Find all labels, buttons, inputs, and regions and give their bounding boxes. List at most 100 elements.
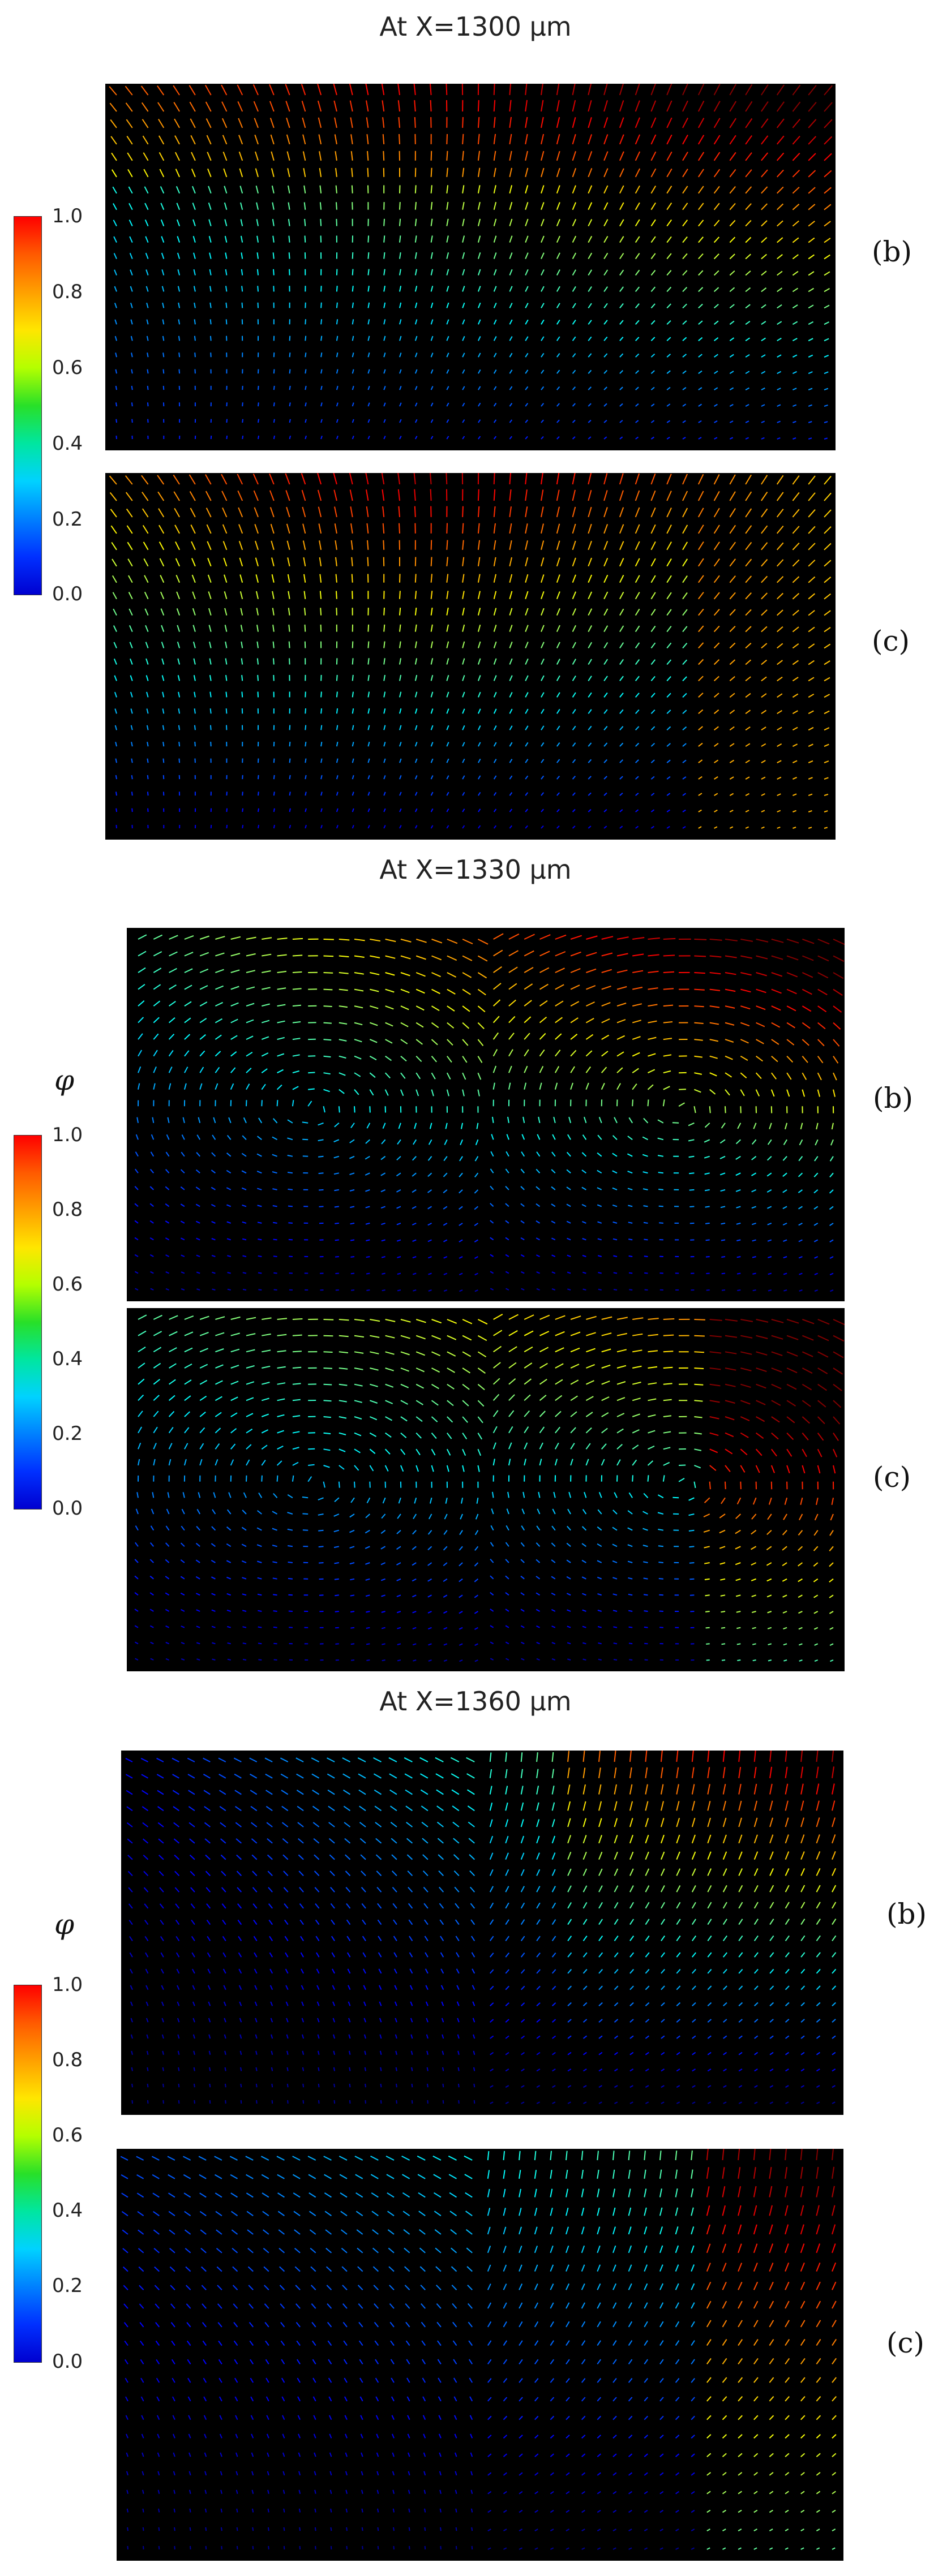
vector-arrow [520,1852,525,1860]
vector-arrow [287,1512,293,1515]
vector-arrow [238,540,243,551]
vector-arrow [713,558,720,567]
vector-arrow [127,558,133,567]
vector-arrow [619,185,624,194]
vector-arrow [490,1151,494,1157]
vector-arrow [713,186,720,194]
vector-arrow [713,270,719,276]
vector-arrow [745,541,752,551]
vector-arrow [771,1351,783,1356]
vector-arrow [150,1658,154,1661]
vector-arrow [650,386,655,390]
vector-arrow [692,1968,696,1974]
vector-arrow [135,1134,139,1140]
vector-arrow [666,759,671,763]
vector-arrow [211,1559,216,1563]
vector-arrow [205,1870,211,1876]
vector-arrow [597,1610,602,1612]
vector-arrow [694,939,707,940]
vector-arrow [246,1317,256,1320]
vector-arrow [798,1156,803,1162]
vector-arrow [694,1400,703,1402]
vector-arrow [524,1330,534,1336]
vector-arrow [616,1397,626,1401]
vector-arrow [160,1920,164,1925]
vector-arrow [776,525,784,534]
vector-arrow [251,1822,258,1827]
vector-arrow [588,303,592,308]
vector-arrow [682,659,688,665]
vector-arrow [490,1641,494,1645]
vector-arrow [382,1289,385,1292]
vector-arrow [421,1821,429,1827]
vector-arrow [520,1542,525,1547]
vector-arrow [619,490,624,501]
vector-arrow [525,117,528,128]
vector-arrow [367,336,370,341]
vector-arrow [320,235,322,243]
vector-arrow [352,202,353,210]
vector-arrow [181,1625,185,1628]
vector-arrow [427,1172,432,1177]
vector-arrow [829,1239,834,1242]
vector-arrow [365,1206,370,1209]
vector-arrow [551,1271,556,1274]
vector-arrow [505,1271,509,1274]
vector-arrow [221,491,228,501]
vector-arrow [629,1659,633,1661]
vector-arrow [505,1220,509,1224]
vector-arrow [740,1335,753,1339]
vector-arrow [817,1056,824,1064]
vector-arrow [745,693,751,698]
vector-arrow [614,1492,618,1498]
vector-arrow [761,387,765,390]
vector-arrow [521,1151,525,1157]
vector-arrow [412,1627,417,1629]
vector-arrow [567,2085,572,2088]
vector-arrow [808,593,816,600]
vector-arrow [352,758,354,763]
vector-arrow [551,1886,556,1893]
vector-arrow [808,677,815,682]
vector-arrow [477,725,481,730]
vector-arrow [199,935,209,940]
vector-arrow [460,1513,464,1520]
vector-arrow [650,253,656,260]
vector-arrow [367,658,370,665]
vector-arrow [469,1886,476,1893]
vector-arrow [508,1065,512,1073]
vector-arrow [412,1239,417,1242]
vector-arrow [161,286,165,292]
vector-arrow [808,760,813,764]
vector-arrow [505,1936,509,1941]
vector-arrow [477,557,481,566]
vector-arrow [556,523,560,534]
vector-arrow [335,557,337,566]
vector-arrow [351,574,353,583]
vector-arrow [597,1187,602,1190]
vector-arrow [709,1335,722,1338]
vector-arrow [446,1072,451,1080]
vector-arrow [273,1272,277,1274]
vector-arrow [694,1367,704,1369]
vector-arrow [175,1920,180,1925]
vector-arrow [474,1611,478,1614]
vector-arrow [603,490,608,501]
vector-arrow [612,1526,618,1531]
vector-arrow [383,436,386,440]
vector-arrow [339,1319,349,1321]
vector-arrow [817,1465,821,1474]
vector-arrow [367,385,370,390]
vector-arrow [226,1543,232,1547]
vector-arrow [745,337,751,342]
vector-arrow [375,1822,382,1827]
vector-arrow [446,658,449,665]
vector-arrow [647,1460,654,1466]
vector-arrow [255,574,259,583]
vector-arrow [802,1400,811,1407]
vector-arrow [525,436,528,440]
vector-arrow [541,117,544,128]
vector-arrow [477,691,481,698]
vector-arrow [228,1492,232,1498]
vector-arrow [524,1082,526,1090]
